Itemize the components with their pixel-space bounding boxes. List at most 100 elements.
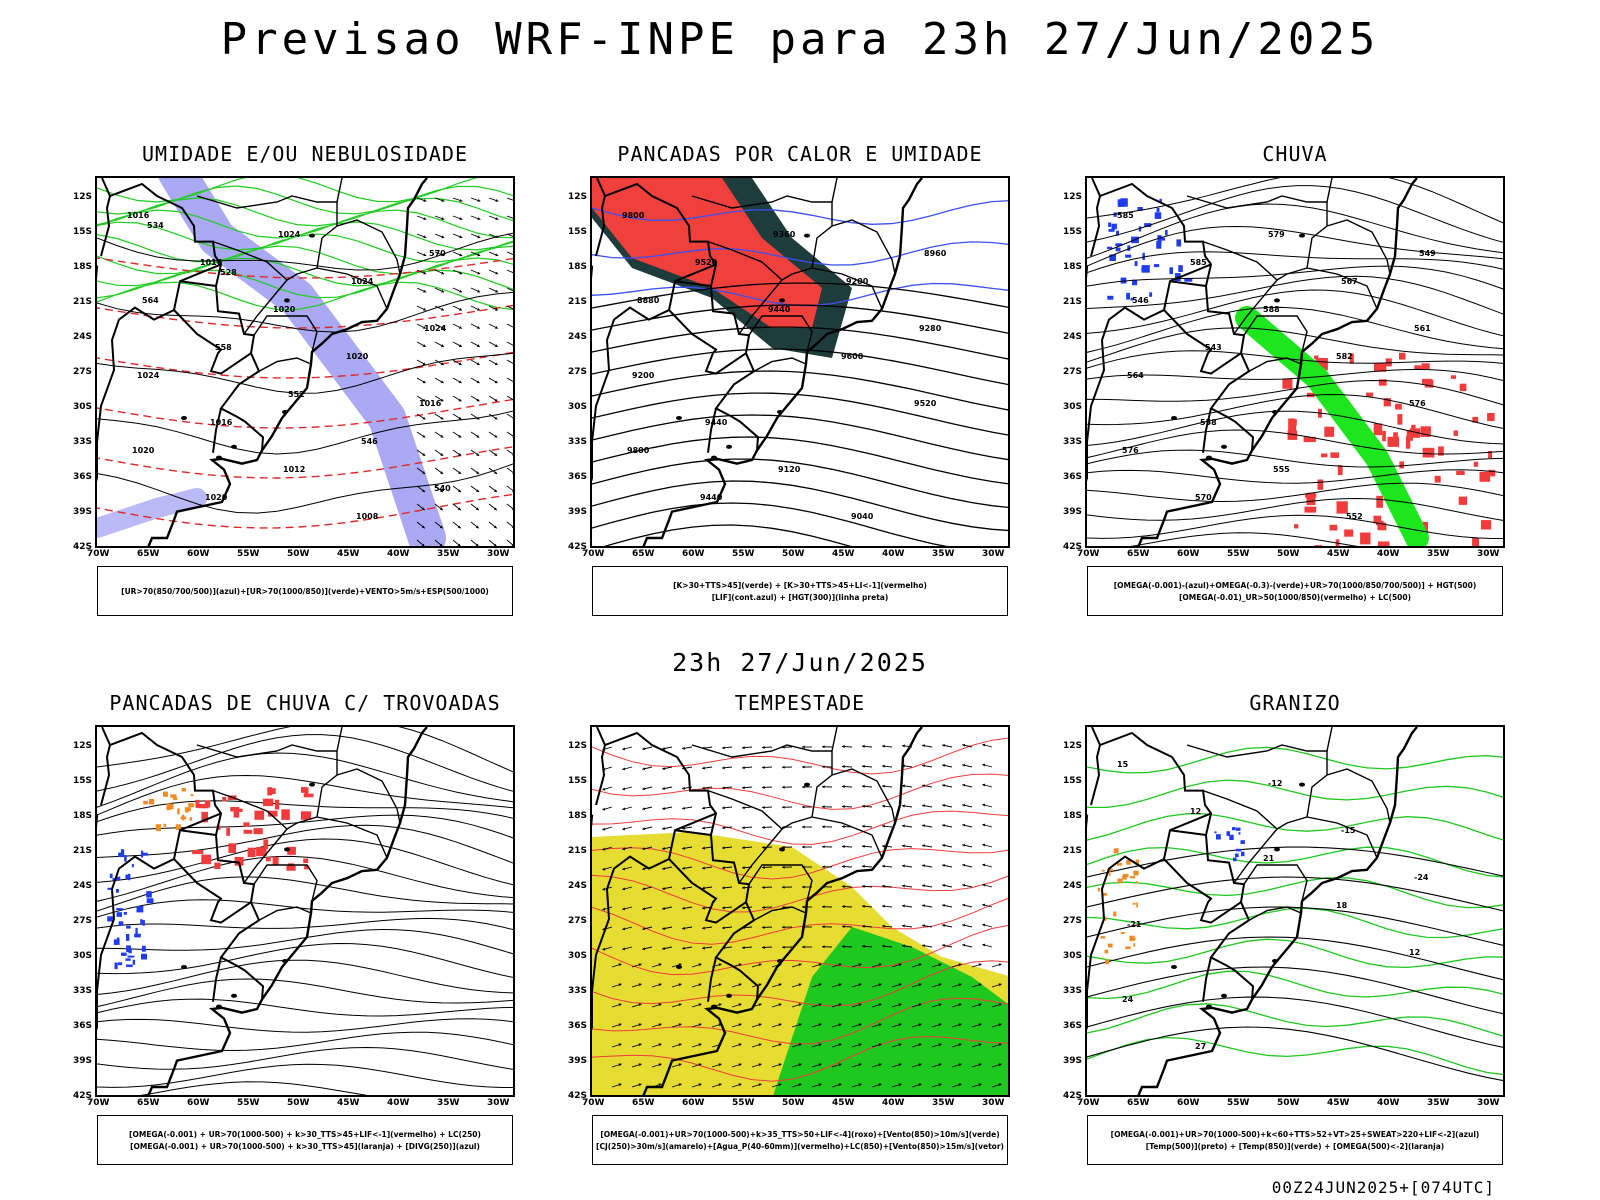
lake bbox=[711, 455, 717, 460]
country-border bbox=[668, 858, 747, 924]
country-border bbox=[1091, 178, 1255, 451]
lat-tick-label: 42S bbox=[73, 1091, 93, 1101]
coastline bbox=[592, 727, 923, 1095]
panel-trovoadas: PANCADAS DE CHUVA C/ TROVOADAS [OMEGA(-0… bbox=[73, 691, 515, 1165]
country-border bbox=[1163, 858, 1242, 924]
lon-tick-label: 60W bbox=[187, 549, 210, 559]
map-trovoadas bbox=[95, 725, 515, 1097]
lat-tick-label: 33S bbox=[73, 986, 93, 996]
lon-tick-label: 65W bbox=[632, 549, 655, 559]
hgt-contours bbox=[592, 282, 1008, 546]
lat-tick-label: 39S bbox=[1063, 1056, 1083, 1066]
state-border bbox=[1233, 279, 1278, 335]
lon-tick-label: 30W bbox=[982, 1098, 1005, 1108]
lat-tick-label: 27S bbox=[568, 916, 588, 926]
country-border bbox=[179, 280, 217, 287]
map-boundaries bbox=[97, 727, 428, 1095]
lake bbox=[676, 965, 682, 969]
country-border bbox=[100, 195, 111, 257]
coastline bbox=[1087, 178, 1418, 546]
red-dashed-contours bbox=[97, 257, 513, 529]
lat-tick-label: 21S bbox=[568, 846, 588, 856]
panel-granizo: GRANIZO 15 12 21 18 12 24 27 -12 -15 -24 -21 [OMEG… bbox=[1063, 691, 1505, 1165]
panel-umidade: UMIDADE E/OU NEBULOSIDADE 1016 1016 1020 10… bbox=[73, 142, 515, 616]
legend-pancadas-calor: [K>30+TTS>45](verde) + [K>30+TTS>45+LI<-… bbox=[592, 566, 1008, 616]
temp500-contours bbox=[1087, 846, 1503, 1082]
lat-tick-label: 33S bbox=[568, 986, 588, 996]
lon-tick-label: 65W bbox=[632, 1098, 655, 1108]
lat-tick-label: 15S bbox=[568, 227, 588, 237]
state-border bbox=[1326, 219, 1391, 275]
lake bbox=[1221, 444, 1227, 449]
lat-tick-label: 21S bbox=[73, 846, 93, 856]
state-border bbox=[212, 751, 338, 830]
country-border bbox=[101, 727, 265, 1000]
contour-label: 576 bbox=[1409, 399, 1426, 408]
red-storms bbox=[192, 787, 314, 871]
contour-label: 540 bbox=[434, 484, 451, 493]
lat-tick-label: 18S bbox=[568, 262, 588, 272]
green-precip-band bbox=[1235, 306, 1429, 546]
lon-tick-label: 35W bbox=[932, 1098, 955, 1108]
lon-tick-label: 40W bbox=[1377, 549, 1400, 559]
lon-tick-label: 40W bbox=[1377, 1098, 1400, 1108]
lat-tick-label: 18S bbox=[73, 262, 93, 272]
lat-tick-label: 33S bbox=[73, 437, 93, 447]
contour-label: 18 bbox=[1336, 901, 1348, 910]
contour-label: 1016 bbox=[127, 211, 150, 220]
lat-tick-label: 12S bbox=[1063, 192, 1083, 202]
legend-line: [OMEGA(-0.001) + UR>70(1000-500) + k>30_… bbox=[130, 1141, 480, 1151]
contour-label: 564 bbox=[142, 296, 159, 305]
country-border bbox=[674, 829, 712, 836]
lat-tick-label: 18S bbox=[1063, 811, 1083, 821]
lat-tick-label: 30S bbox=[1063, 402, 1083, 412]
lon-tick-label: 40W bbox=[882, 1098, 905, 1108]
state-border bbox=[196, 727, 343, 758]
country-border bbox=[707, 957, 717, 1002]
contour-label: 9520 bbox=[914, 399, 937, 408]
map-boundaries bbox=[592, 178, 923, 546]
legend-line: [OMEGA(-0.01)_UR>50(1000/850)(vermelho) … bbox=[1178, 592, 1412, 602]
lake bbox=[1171, 416, 1177, 420]
lon-tick-label: 45W bbox=[337, 1098, 360, 1108]
lat-tick-label: 12S bbox=[1063, 741, 1083, 751]
coastline bbox=[592, 178, 923, 546]
contour-label: 552 bbox=[288, 390, 305, 399]
country-border bbox=[596, 727, 760, 1000]
lat-tick-label: 12S bbox=[73, 192, 93, 202]
contour-label: -12 bbox=[1268, 779, 1282, 788]
red-streamlines bbox=[592, 737, 1008, 1082]
lon-tick-label: 55W bbox=[1227, 1098, 1250, 1108]
lat-tick-label: 27S bbox=[1063, 367, 1083, 377]
contour-label: 564 bbox=[1127, 371, 1144, 380]
map-umidade: 1016 1016 1020 1020 1016 1020 1020 1024 1024 1024… bbox=[95, 176, 515, 548]
country-border bbox=[1090, 195, 1101, 257]
contour-label: 9800 bbox=[622, 211, 645, 220]
contour-label: 9440 bbox=[705, 418, 728, 427]
map-boundaries bbox=[592, 727, 923, 1095]
legend-line: [LIF](cont.azul) + [HGT(300)](linha pret… bbox=[711, 592, 889, 602]
contour-label: 549 bbox=[1419, 249, 1436, 258]
legend-line: [Temp(500)](preto) + [Temp(850)](verde) … bbox=[1145, 1141, 1445, 1151]
lat-tick-label: 24S bbox=[1063, 881, 1083, 891]
contour-label: 1016 bbox=[419, 399, 442, 408]
lake bbox=[777, 410, 783, 414]
lon-tick-label: 55W bbox=[732, 549, 755, 559]
state-border bbox=[753, 357, 807, 372]
lat-tick-label: 27S bbox=[1063, 916, 1083, 926]
lat-tick-label: 24S bbox=[568, 881, 588, 891]
panel-pancadas-calor: PANCADAS POR CALOR E UMIDADE 9800 9520 944… bbox=[568, 142, 1010, 616]
lon-tick-label: 50W bbox=[287, 1098, 310, 1108]
lat-tick-label: 36S bbox=[73, 1021, 93, 1031]
lake bbox=[231, 993, 237, 998]
contour-label: 579 bbox=[1268, 230, 1285, 239]
lon-tick-label: 60W bbox=[187, 1098, 210, 1108]
contour-label: 552 bbox=[1346, 512, 1363, 521]
lat-tick-label: 15S bbox=[73, 227, 93, 237]
contour-label: 1020 bbox=[346, 352, 369, 361]
lat-tick-label: 18S bbox=[73, 811, 93, 821]
lon-tick-label: 55W bbox=[732, 1098, 755, 1108]
lon-tick-label: 65W bbox=[1127, 1098, 1150, 1108]
lat-tick-label: 21S bbox=[1063, 846, 1083, 856]
state-border bbox=[253, 864, 318, 902]
